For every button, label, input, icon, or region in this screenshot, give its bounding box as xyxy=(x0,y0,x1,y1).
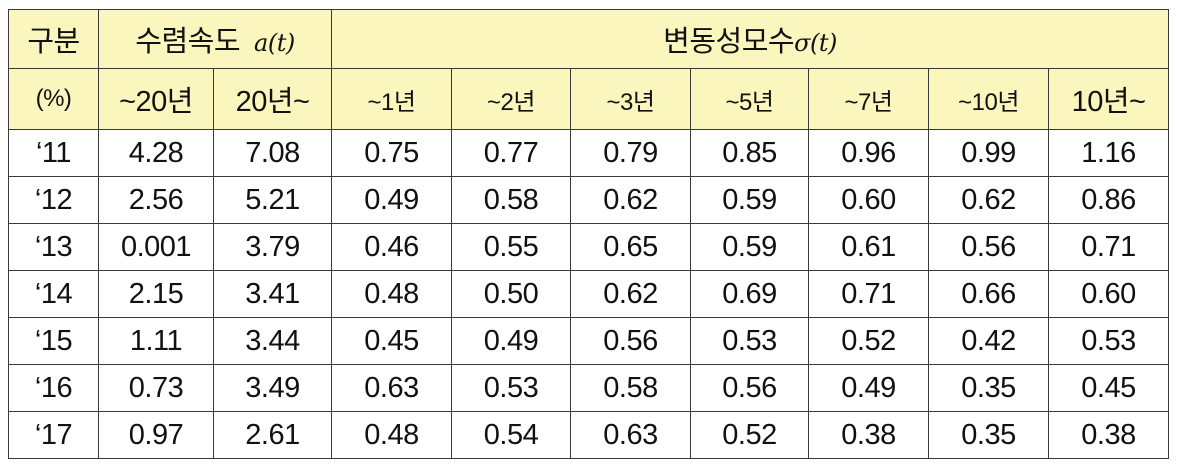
volatility-value-cell: 0.53 xyxy=(451,364,572,412)
volatility-col-header: ~1년 xyxy=(331,68,453,130)
convergence-col-header: ~20년 xyxy=(98,68,214,130)
volatility-col-header: 10년~ xyxy=(1048,68,1170,130)
convergence-value-cell: 5.21 xyxy=(212,176,333,224)
header-row-2: (%) ~20년 20년~ ~1년 ~2년 ~3년 ~5년 ~7년 ~10년 1… xyxy=(8,68,1170,130)
year-cell: ‘12 xyxy=(8,176,99,224)
unit-header: (%) xyxy=(8,68,99,130)
volatility-col-header: ~5년 xyxy=(690,68,810,130)
volatility-value-cell: 0.65 xyxy=(570,223,692,271)
year-cell: ‘11 xyxy=(8,129,99,177)
volatility-value-cell: 0.46 xyxy=(331,223,453,271)
volatility-col-header: ~3년 xyxy=(570,68,692,130)
volatility-value-cell: 0.38 xyxy=(1048,411,1170,459)
convergence-header: 수렴속도 a(t) xyxy=(97,9,333,69)
volatility-value-cell: 0.99 xyxy=(928,129,1050,177)
volatility-value-cell: 0.60 xyxy=(808,176,930,224)
volatility-value-cell: 0.50 xyxy=(451,270,572,318)
convergence-value-cell: 2.61 xyxy=(212,411,333,459)
volatility-value-cell: 1.16 xyxy=(1048,129,1170,177)
volatility-value-cell: 0.71 xyxy=(1048,223,1170,271)
convergence-value-cell: 1.11 xyxy=(98,317,214,365)
volatility-value-cell: 0.58 xyxy=(570,364,692,412)
volatility-value-cell: 0.48 xyxy=(331,270,453,318)
convergence-value-cell: 3.44 xyxy=(212,317,333,365)
volatility-col-header: ~10년 xyxy=(928,68,1050,130)
volatility-value-cell: 0.86 xyxy=(1048,176,1170,224)
volatility-value-cell: 0.42 xyxy=(928,317,1050,365)
volatility-value-cell: 0.56 xyxy=(570,317,692,365)
volatility-value-cell: 0.66 xyxy=(928,270,1050,318)
year-cell: ‘14 xyxy=(8,270,99,318)
convergence-value-cell: 0.97 xyxy=(98,411,214,459)
volatility-value-cell: 0.62 xyxy=(570,176,692,224)
table-row: ‘17 0.97 2.61 0.48 0.54 0.63 0.52 0.38 0.35 0.38 xyxy=(8,411,1170,459)
volatility-value-cell: 0.69 xyxy=(690,270,810,318)
volatility-value-cell: 0.55 xyxy=(451,223,572,271)
volatility-value-cell: 0.48 xyxy=(331,411,453,459)
year-cell: ‘16 xyxy=(8,364,99,412)
volatility-col-header: ~2년 xyxy=(451,68,572,130)
volatility-value-cell: 0.59 xyxy=(690,176,810,224)
convergence-value-cell: 3.49 xyxy=(212,364,333,412)
parameter-table: 구분 수렴속도 a(t) 변동성모수σ(t) (%) ~20년 20년~ ~1년 … xyxy=(8,9,1170,459)
volatility-value-cell: 0.59 xyxy=(690,223,810,271)
convergence-value-cell: 2.15 xyxy=(98,270,214,318)
convergence-value-cell: 2.56 xyxy=(98,176,214,224)
header-row-1: 구분 수렴속도 a(t) 변동성모수σ(t) xyxy=(8,9,1170,69)
volatility-value-cell: 0.62 xyxy=(570,270,692,318)
volatility-value-cell: 0.63 xyxy=(331,364,453,412)
category-header: 구분 xyxy=(8,9,99,69)
volatility-value-cell: 0.53 xyxy=(690,317,810,365)
volatility-value-cell: 0.45 xyxy=(1048,364,1170,412)
table-row: ‘16 0.73 3.49 0.63 0.53 0.58 0.56 0.49 0.35 0.45 xyxy=(8,364,1170,412)
volatility-value-cell: 0.54 xyxy=(451,411,572,459)
volatility-value-cell: 0.53 xyxy=(1048,317,1170,365)
convergence-value-cell: 3.41 xyxy=(212,270,333,318)
volatility-symbol: σ(t) xyxy=(794,29,837,57)
volatility-value-cell: 0.79 xyxy=(570,129,692,177)
volatility-col-header: ~7년 xyxy=(808,68,930,130)
volatility-value-cell: 0.75 xyxy=(331,129,453,177)
volatility-value-cell: 0.56 xyxy=(928,223,1050,271)
year-cell: ‘17 xyxy=(8,411,99,459)
year-cell: ‘13 xyxy=(8,223,99,271)
volatility-value-cell: 0.35 xyxy=(928,364,1050,412)
convergence-label: 수렴속도 xyxy=(135,26,241,58)
table-row: ‘11 4.28 7.08 0.75 0.77 0.79 0.85 0.96 0.99 1.16 xyxy=(8,129,1170,177)
volatility-value-cell: 0.71 xyxy=(808,270,930,318)
volatility-value-cell: 0.62 xyxy=(928,176,1050,224)
volatility-value-cell: 0.58 xyxy=(451,176,572,224)
volatility-value-cell: 0.49 xyxy=(808,364,930,412)
volatility-value-cell: 0.52 xyxy=(808,317,930,365)
volatility-value-cell: 0.85 xyxy=(690,129,810,177)
table-row: ‘14 2.15 3.41 0.48 0.50 0.62 0.69 0.71 0.66 0.60 xyxy=(8,270,1170,318)
volatility-value-cell: 0.61 xyxy=(808,223,930,271)
table-row: ‘12 2.56 5.21 0.49 0.58 0.62 0.59 0.60 0.62 0.86 xyxy=(8,176,1170,224)
convergence-value-cell: 4.28 xyxy=(98,129,214,177)
convergence-col-header: 20년~ xyxy=(212,68,333,130)
table-row: ‘15 1.11 3.44 0.45 0.49 0.56 0.53 0.52 0.42 0.53 xyxy=(8,317,1170,365)
volatility-value-cell: 0.49 xyxy=(331,176,453,224)
volatility-value-cell: 0.45 xyxy=(331,317,453,365)
volatility-value-cell: 0.56 xyxy=(690,364,810,412)
volatility-value-cell: 0.52 xyxy=(690,411,810,459)
volatility-value-cell: 0.60 xyxy=(1048,270,1170,318)
volatility-value-cell: 0.49 xyxy=(451,317,572,365)
volatility-value-cell: 0.35 xyxy=(928,411,1050,459)
volatility-value-cell: 0.77 xyxy=(451,129,572,177)
convergence-value-cell: 7.08 xyxy=(212,129,333,177)
volatility-header: 변동성모수σ(t) xyxy=(331,9,1170,69)
year-cell: ‘15 xyxy=(8,317,99,365)
convergence-value-cell: 0.73 xyxy=(98,364,214,412)
convergence-value-cell: 3.79 xyxy=(212,223,333,271)
volatility-value-cell: 0.96 xyxy=(808,129,930,177)
table-row: ‘13 0.001 3.79 0.46 0.55 0.65 0.59 0.61 0.56 0.71 xyxy=(8,223,1170,271)
volatility-label: 변동성모수 xyxy=(663,26,795,58)
convergence-value-cell: 0.001 xyxy=(98,223,214,271)
volatility-value-cell: 0.63 xyxy=(570,411,692,459)
convergence-symbol: a(t) xyxy=(254,29,295,57)
volatility-value-cell: 0.38 xyxy=(808,411,930,459)
table-body: ‘11 4.28 7.08 0.75 0.77 0.79 0.85 0.96 0.99 1.16 ‘… xyxy=(8,129,1170,459)
